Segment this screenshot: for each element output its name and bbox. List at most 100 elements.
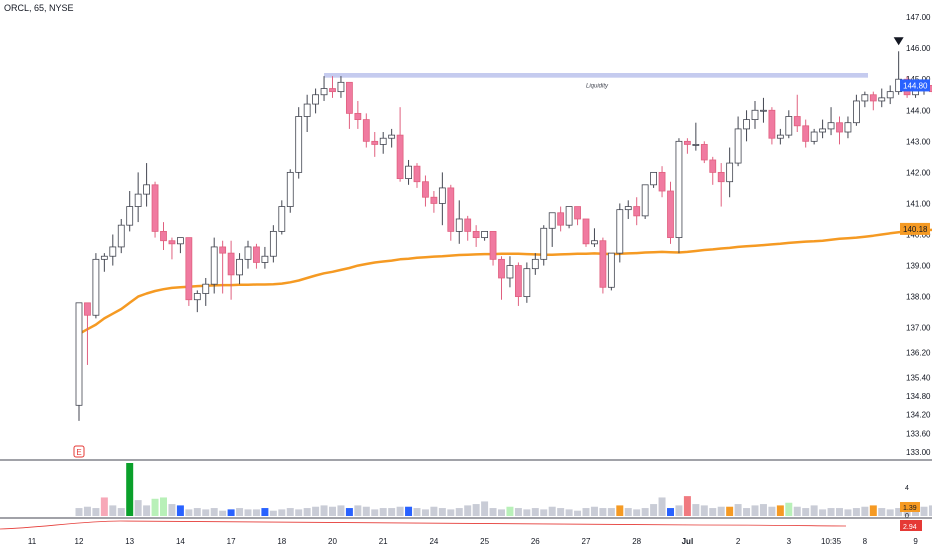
candle-body (337, 81, 345, 93)
candle (100, 253, 108, 272)
volume-layer: 4 01.39 2.94 (0, 463, 932, 531)
volume-bar (785, 502, 793, 516)
candle-body (455, 218, 463, 232)
candle-body (599, 240, 607, 288)
volume-bar (886, 509, 894, 516)
candle-body (667, 190, 674, 239)
candle (388, 128, 396, 148)
candle-body (498, 258, 505, 279)
candle (726, 147, 734, 198)
candle-body (692, 144, 700, 146)
volume-bar (312, 506, 320, 516)
earnings-badge-label: E (76, 448, 81, 457)
candle (565, 206, 573, 229)
moving-average-line (78, 228, 932, 335)
candle (844, 116, 852, 139)
volume-bar (531, 508, 539, 516)
volume-bar (185, 509, 193, 516)
candle-body (726, 162, 734, 183)
earnings-badge: E (73, 445, 85, 458)
volume-bar (481, 501, 489, 516)
liquidity-zone (324, 73, 868, 78)
candle-body (396, 134, 404, 179)
candle-body (269, 230, 277, 257)
volume-bar (852, 508, 860, 516)
candle (210, 237, 218, 294)
candle-body (506, 265, 514, 279)
candle (109, 234, 117, 266)
candle (836, 116, 843, 145)
price-axis-tick: 140.00 (906, 231, 931, 240)
price-axis-tick: 133.00 (906, 448, 931, 457)
candle-body (743, 119, 750, 130)
candle-body (464, 218, 472, 232)
candle (853, 94, 860, 126)
candle (607, 252, 615, 291)
price-axis-tick: 136.20 (906, 349, 931, 358)
candle (793, 94, 801, 133)
volume-bar (599, 508, 607, 516)
volume-bar (430, 506, 438, 516)
volume-bar (582, 508, 590, 516)
candle-body (362, 119, 370, 142)
volume-bar (489, 508, 497, 516)
candle-body (379, 137, 387, 145)
volume-bar (675, 505, 683, 516)
candle (117, 218, 125, 254)
volume-bar (210, 508, 218, 516)
volume-bar (371, 509, 379, 516)
time-axis-tick: 8 (863, 537, 868, 546)
candle (861, 91, 869, 108)
volume-bar (912, 508, 920, 516)
volume-bar (607, 508, 615, 516)
volume-bar (641, 508, 649, 516)
volume-bar (388, 508, 396, 516)
candle (489, 230, 497, 266)
candle (557, 206, 565, 232)
candle-body (253, 246, 260, 263)
candle (193, 290, 201, 313)
candle-body (582, 218, 590, 245)
price-axis-tick: 135.40 (906, 373, 931, 382)
volume-bar (726, 506, 734, 516)
candle (641, 184, 649, 219)
candle (354, 100, 362, 129)
volume-bar (565, 509, 573, 516)
candle-body (751, 109, 759, 120)
candle (143, 163, 151, 207)
candle-body (574, 206, 581, 220)
moving-average-layer (78, 228, 932, 335)
candle-body (827, 122, 835, 130)
candle-body (675, 140, 683, 239)
price-axis-tick: 134.80 (906, 392, 931, 401)
candle-body (227, 252, 235, 276)
volume-bar (616, 505, 624, 516)
volume-bar (514, 508, 522, 516)
candle (760, 97, 767, 123)
oscillator-line (0, 520, 847, 530)
candle-body (109, 246, 117, 257)
candle (650, 171, 657, 188)
volume-bar (548, 506, 556, 516)
volume-bar (836, 508, 843, 516)
candle (236, 253, 243, 285)
candle-body (405, 165, 412, 179)
candle (599, 237, 607, 294)
candle (481, 230, 489, 241)
candle-body (261, 255, 269, 263)
price-axis-tick: 138.00 (906, 293, 931, 302)
time-axis-tick: 9 (913, 537, 918, 546)
candle (134, 172, 142, 223)
candle (498, 256, 505, 300)
candle-body (760, 109, 767, 112)
oscillator-value-label: 2.94 (903, 524, 917, 531)
candle (185, 237, 193, 306)
volume-bar (193, 508, 201, 516)
volume-bar (819, 509, 827, 516)
candle (379, 132, 387, 154)
price-axis-tick: 146.00 (906, 44, 931, 53)
candle (743, 110, 750, 142)
candle (506, 256, 514, 288)
candle (768, 107, 776, 145)
